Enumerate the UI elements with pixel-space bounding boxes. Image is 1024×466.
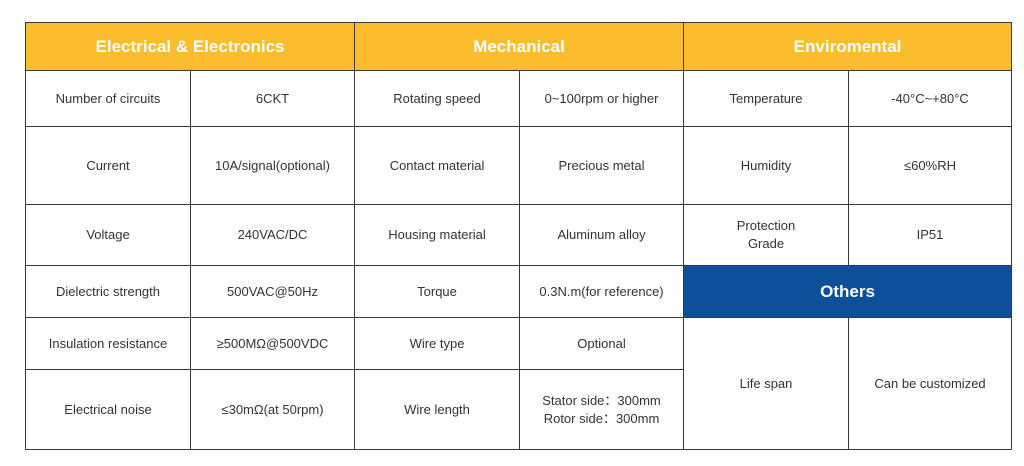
mechanical-label: Rotating speed	[354, 70, 521, 127]
mechanical-label: Wire type	[354, 317, 521, 370]
table-row: Electrical noise ≤30mΩ(at 50rpm) Wire le…	[25, 369, 1012, 450]
mechanical-value: Precious metal	[519, 126, 685, 205]
electrical-label: Dielectric strength	[25, 265, 191, 318]
table-row: Current 10A/signal(optional) Contact mat…	[25, 126, 1013, 205]
mechanical-value: Optional	[519, 317, 685, 370]
value-line: Stator side：300mm	[542, 392, 661, 408]
table-row: Insulation resistance ≥500MΩ@500VDC Wire…	[25, 317, 1013, 450]
spec-table: Electrical & Electronics Mechanical Envi…	[24, 22, 1013, 450]
electrical-header: Electrical & Electronics	[24, 22, 356, 71]
mechanical-label: Torque	[354, 265, 521, 318]
mechanical-label: Wire length	[354, 369, 521, 450]
mechanical-label: Contact material	[354, 126, 521, 205]
table-row: Voltage 240VAC/DC Housing material Alumi…	[25, 204, 1013, 266]
mechanical-header: Mechanical	[354, 22, 685, 71]
environmental-label: Humidity	[683, 126, 850, 205]
value-line: Rotor side：300mm	[543, 410, 660, 426]
mechanical-value: Aluminum alloy	[519, 204, 685, 266]
environmental-value: ≤60%RH	[848, 126, 1013, 205]
electrical-value: 240VAC/DC	[189, 204, 356, 266]
environmental-value: IP51	[848, 204, 1013, 266]
environmental-value: -40°C~+80°C	[848, 70, 1013, 127]
table-row: Dielectric strength 500VAC@50Hz Torque 0…	[25, 265, 1013, 318]
electrical-label: Current	[25, 126, 191, 205]
others-header: Others	[683, 265, 1013, 318]
label-line: Grade	[747, 236, 785, 251]
electrical-label: Number of circuits	[25, 70, 191, 127]
mechanical-label: Housing material	[354, 204, 521, 266]
electrical-value: ≥500MΩ@500VDC	[189, 317, 356, 370]
mechanical-value: 0.3N.m(for reference)	[519, 265, 685, 318]
header-row: Electrical & Electronics Mechanical Envi…	[24, 22, 1013, 71]
electrical-value: 6CKT	[189, 70, 356, 127]
label-line: Protection	[736, 218, 796, 233]
mechanical-value: Stator side：300mm Rotor side：300mm	[519, 369, 685, 450]
electrical-value: ≤30mΩ(at 50rpm)	[189, 369, 356, 450]
others-value: Can be customized	[848, 317, 1013, 450]
environmental-header: Enviromental	[683, 22, 1013, 71]
others-label: Life span	[683, 317, 850, 450]
electrical-label: Electrical noise	[25, 369, 191, 450]
environmental-label: Temperature	[683, 70, 850, 127]
electrical-label: Voltage	[25, 204, 191, 266]
electrical-value: 10A/signal(optional)	[189, 126, 356, 205]
environmental-label: Protection Grade	[683, 204, 850, 266]
electrical-label: Insulation resistance	[25, 317, 191, 370]
electrical-value: 500VAC@50Hz	[189, 265, 356, 318]
table-row: Number of circuits 6CKT Rotating speed 0…	[25, 70, 1013, 127]
mechanical-value: 0~100rpm or higher	[519, 70, 685, 127]
